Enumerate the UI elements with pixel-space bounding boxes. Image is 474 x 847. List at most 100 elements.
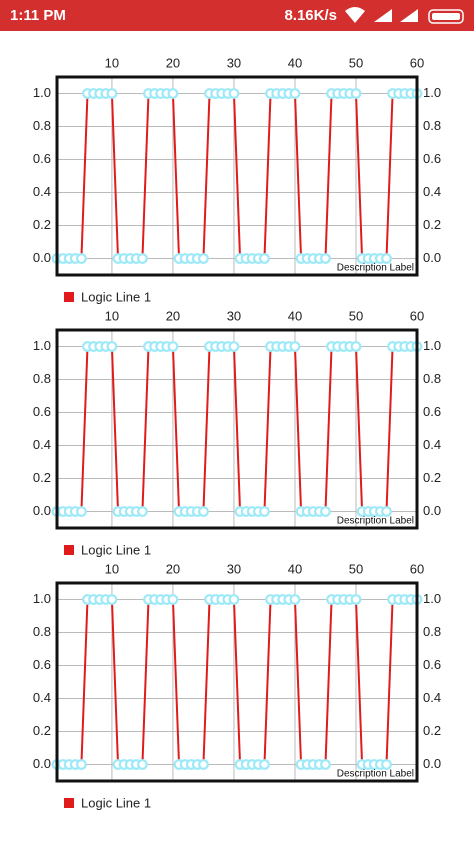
y-tick-label: 0.0 [33,503,51,518]
y-tick-label: 0.8 [33,624,51,639]
status-speed: 8.16K/s [284,7,337,24]
y-tick-label: 1.0 [33,591,51,606]
data-point [228,341,240,352]
y-tick-label: 0.4 [33,437,51,452]
x-tick-label: 30 [227,55,241,70]
y-tick-label: 0.8 [33,371,51,386]
y-tick-label: 0.2 [33,470,51,485]
data-point [137,506,148,517]
data-point [198,253,209,264]
y2-tick-label: 0.4 [423,184,441,199]
data-point [259,506,270,517]
x-tick-label: 20 [166,561,180,576]
y2-tick-label: 0.0 [423,250,441,265]
legend-swatch [64,545,74,555]
x-tick-label: 20 [166,308,180,323]
y2-tick-label: 0.8 [423,118,441,133]
x-tick-label: 30 [227,561,241,576]
x-tick-label: 50 [349,561,363,576]
x-tick-label: 20 [166,55,180,70]
x-tick-label: 50 [349,55,363,70]
y2-tick-label: 0.2 [423,217,441,232]
y2-tick-label: 0.2 [423,723,441,738]
legend-label: Logic Line 1 [81,289,151,304]
y-tick-label: 0.0 [33,250,51,265]
data-point [381,506,392,517]
x-tick-label: 40 [288,561,302,576]
y-tick-label: 0.4 [33,184,51,199]
x-tick-label: 60 [410,308,424,323]
legend-label: Logic Line 1 [81,542,151,557]
data-point [76,759,87,770]
data-point [167,88,179,99]
description-label: Description Label [337,516,414,527]
y-tick-label: 0.2 [33,217,51,232]
chart: 10 20 30 40 50 60 0.0 0.0 0.2 0.2 0.4 0.4 0.6 0.6 0.8 0… [33,308,441,557]
data-point [76,253,87,264]
data-line [57,92,417,260]
y2-tick-label: 1.0 [423,85,441,100]
data-point [106,594,118,605]
data-point [350,594,362,605]
data-point [137,253,148,264]
data-point [228,88,240,99]
battery-level [432,13,460,20]
plot-border [55,328,419,530]
data-point [289,341,301,352]
x-tick-label: 30 [227,308,241,323]
data-point [198,506,209,517]
data-point [106,341,118,352]
x-tick-label: 60 [410,561,424,576]
data-line [57,345,417,513]
y2-tick-label: 0.8 [423,371,441,386]
y-tick-label: 0.6 [33,151,51,166]
data-point [76,506,87,517]
data-point [198,759,209,770]
y2-tick-label: 0.6 [423,151,441,166]
y-tick-label: 1.0 [33,85,51,100]
wifi-icon [345,7,365,23]
y2-tick-label: 0.0 [423,756,441,771]
y2-tick-label: 0.2 [423,470,441,485]
description-label: Description Label [337,263,414,274]
y-tick-label: 0.6 [33,404,51,419]
y-tick-label: 0.0 [33,756,51,771]
signal-icon [374,9,418,22]
y2-tick-label: 0.6 [423,657,441,672]
data-point [167,341,179,352]
x-tick-label: 10 [105,55,119,70]
data-point [259,759,270,770]
data-point [381,759,392,770]
data-point [289,88,301,99]
legend-label: Logic Line 1 [81,795,151,810]
y-tick-label: 0.8 [33,118,51,133]
x-tick-label: 50 [349,308,363,323]
status-time: 1:11 PM [10,7,66,24]
chart: 10 20 30 40 50 60 0.0 0.0 0.2 0.2 0.4 0.4 0.6 0.6 0.8 0… [33,55,441,304]
data-point [137,759,148,770]
y-tick-label: 0.4 [33,690,51,705]
y2-tick-label: 0.0 [423,503,441,518]
y-tick-label: 1.0 [33,338,51,353]
data-point [106,88,118,99]
plot-border [55,75,419,277]
y2-tick-label: 0.6 [423,404,441,419]
status-bar [0,0,474,31]
data-point [320,506,331,517]
y2-tick-label: 0.4 [423,437,441,452]
data-point [167,594,179,605]
data-point [320,253,331,264]
chart: 10 20 30 40 50 60 0.0 0.0 0.2 0.2 0.4 0.4 0.6 0.6 0.8 0… [33,561,441,810]
y2-tick-label: 1.0 [423,338,441,353]
y2-tick-label: 1.0 [423,591,441,606]
y-tick-label: 0.6 [33,657,51,672]
data-point [381,253,392,264]
data-point [228,594,240,605]
y2-tick-label: 0.8 [423,624,441,639]
x-tick-label: 60 [410,55,424,70]
x-tick-label: 40 [288,308,302,323]
data-point [350,341,362,352]
legend-swatch [64,798,74,808]
